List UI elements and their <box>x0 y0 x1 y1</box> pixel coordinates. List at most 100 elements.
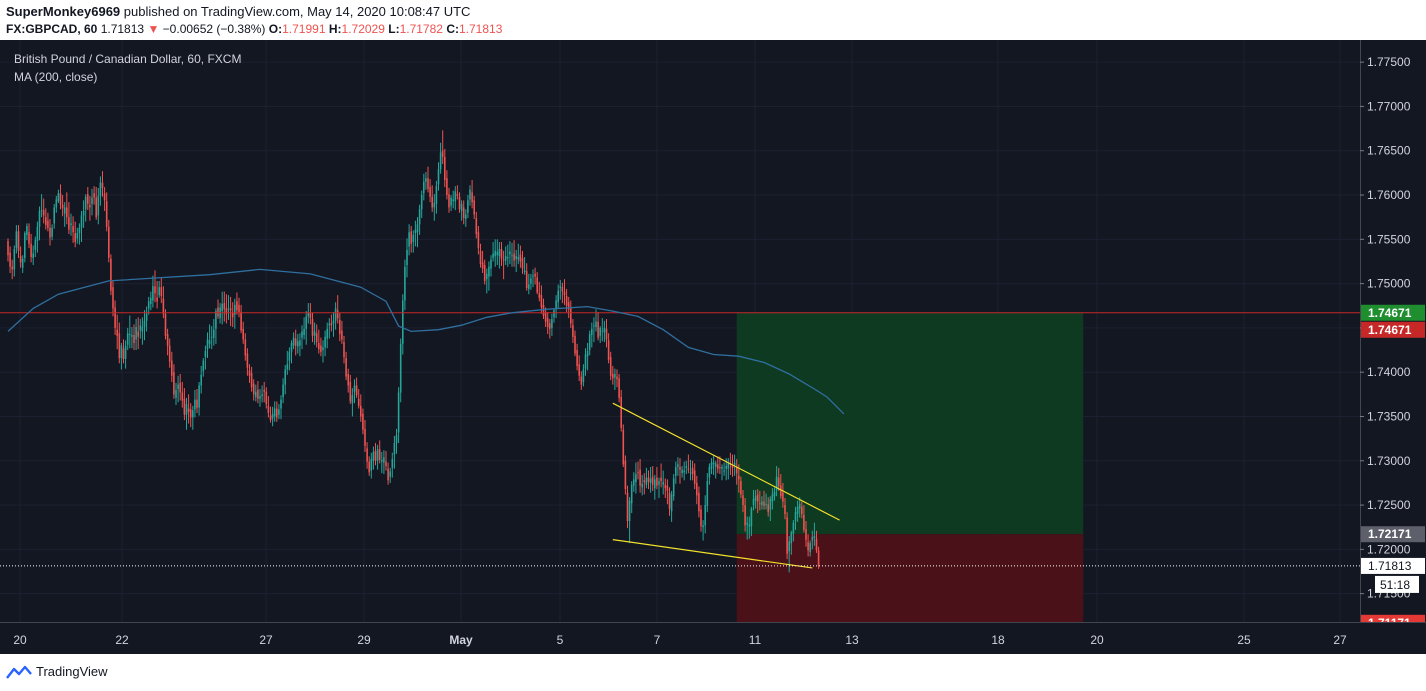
position-zones[interactable] <box>736 312 1084 623</box>
candle-body <box>519 254 522 262</box>
candle-body <box>110 258 112 291</box>
candle-body <box>288 351 291 361</box>
candle-body <box>80 215 83 228</box>
overlays[interactable] <box>0 268 1360 569</box>
candle-body <box>649 478 652 483</box>
candle-body <box>99 182 102 196</box>
candle-body <box>252 383 255 395</box>
time-axis[interactable]: 20 22 27 29 May 5 7 11 13 18 20 25 27 <box>0 622 1426 655</box>
candle-body <box>780 485 782 497</box>
candle-body <box>614 373 616 378</box>
candle-body <box>168 345 171 362</box>
candle-body <box>738 475 740 480</box>
candle-body <box>105 201 108 227</box>
candle-body <box>517 257 520 260</box>
tradingview-brand[interactable]: TradingView <box>36 664 108 679</box>
candle-body <box>225 308 228 314</box>
candle-body <box>187 408 190 413</box>
publisher-name[interactable]: SuperMonkey6969 <box>6 4 121 19</box>
chart-background <box>0 40 1426 654</box>
loss-zone <box>736 534 1084 623</box>
candle-body <box>124 345 127 359</box>
candle-body <box>290 342 293 352</box>
candle-body <box>597 321 599 338</box>
candle-body <box>490 259 492 269</box>
candle-body <box>399 343 402 393</box>
candle-body <box>752 498 755 506</box>
candle-body <box>76 233 79 239</box>
candle-body <box>366 448 368 462</box>
candle-body <box>171 360 173 376</box>
candle-body <box>227 308 230 310</box>
candle-body <box>271 413 274 419</box>
candle-body <box>82 210 85 216</box>
candle-body <box>769 498 772 510</box>
candle-body <box>775 476 778 491</box>
candle-body <box>693 470 696 484</box>
candle-body <box>263 389 265 392</box>
candle-body <box>313 331 316 336</box>
candle-body <box>763 501 765 506</box>
candle-body <box>601 330 604 332</box>
candle-body <box>710 462 713 469</box>
candle-body <box>616 376 618 380</box>
candle-body <box>796 506 799 514</box>
candle-body <box>21 258 24 268</box>
candle-body <box>528 284 530 289</box>
candle-body <box>315 333 318 343</box>
candle-body <box>72 226 74 233</box>
candle-body <box>565 296 568 306</box>
candle-body <box>406 249 408 266</box>
candle-body <box>259 396 261 399</box>
candle-body <box>521 257 524 269</box>
candle-body <box>563 291 566 296</box>
price-chart[interactable]: 1.77500 1.77000 1.76500 1.76000 1.75500 1.750… <box>0 40 1426 654</box>
candle-body <box>175 389 177 398</box>
candle-body <box>685 466 688 468</box>
candle-body <box>156 297 158 302</box>
current-price-label-bg <box>1361 557 1425 574</box>
indicator-label[interactable]: MA (200, close) <box>14 70 98 84</box>
candle-body <box>486 273 488 280</box>
candle-body <box>570 308 572 324</box>
candle-body <box>754 496 757 501</box>
candle-body <box>372 451 375 461</box>
candle-body <box>435 186 438 204</box>
y-tick-label: 1.77000 <box>1367 99 1411 113</box>
candle-body <box>418 209 421 225</box>
line-price-label: 1.74671 <box>1368 323 1412 337</box>
candle-body <box>624 460 627 490</box>
candle-body <box>559 286 562 289</box>
candle-body <box>297 341 299 347</box>
candle-body <box>324 336 326 348</box>
candle-body <box>431 196 433 208</box>
candle-body <box>129 334 131 336</box>
candle-body <box>630 484 633 504</box>
time-axis-bg <box>0 623 1426 654</box>
candle-body <box>511 255 513 257</box>
instrument-title[interactable]: British Pound / Canadian Dollar, 60, FXC… <box>14 52 242 66</box>
candle-body <box>84 196 87 210</box>
candle-body <box>641 483 643 488</box>
candle-body <box>467 200 469 213</box>
candle-body <box>385 461 387 467</box>
candle-body <box>492 253 494 258</box>
tradingview-logo-icon[interactable] <box>6 665 32 679</box>
candle-body <box>59 193 62 205</box>
candle-body <box>792 522 795 534</box>
candle-body <box>28 232 30 244</box>
candle-body <box>460 203 463 211</box>
candle-body <box>381 459 383 462</box>
candle-body <box>265 391 268 405</box>
candle-body <box>91 197 93 204</box>
candle-body <box>30 243 32 258</box>
candle-body <box>368 461 370 473</box>
candle-body <box>360 405 362 417</box>
publish-info: SuperMonkey6969 published on TradingView… <box>6 4 470 19</box>
candle-body <box>278 409 280 415</box>
high-label: H: <box>328 22 342 36</box>
price-axis[interactable]: 1.77500 1.77000 1.76500 1.76000 1.75500 1.750… <box>1360 40 1426 654</box>
candle-body <box>95 197 97 218</box>
candle-body <box>162 298 165 314</box>
candle-body <box>494 250 496 257</box>
